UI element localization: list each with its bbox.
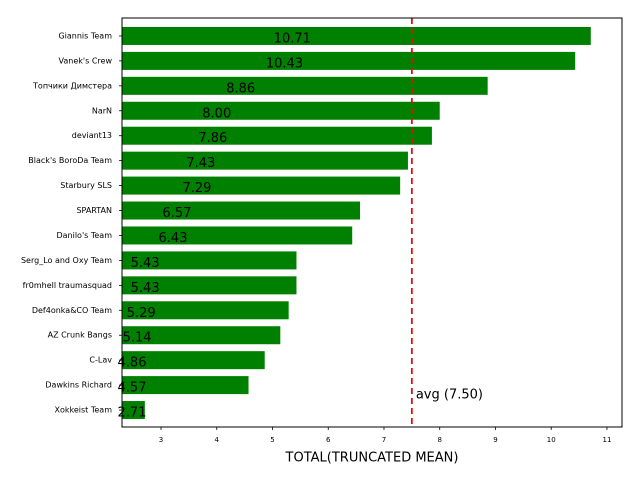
value-label: 10.71 bbox=[274, 31, 311, 46]
bar bbox=[122, 251, 297, 270]
y-tick-label: Giannis Team bbox=[58, 31, 112, 40]
average-label: avg (7.50) bbox=[416, 388, 483, 403]
x-tick-label: 10 bbox=[547, 436, 556, 444]
y-tick-label: Xokkeist Team bbox=[55, 406, 113, 415]
value-label: 5.14 bbox=[123, 331, 152, 346]
value-label: 5.43 bbox=[131, 256, 160, 271]
bar bbox=[122, 376, 249, 395]
y-tick-label: Black's BoroDa Team bbox=[28, 156, 112, 165]
y-tick-label: C-Lav bbox=[89, 356, 112, 365]
value-label: 7.86 bbox=[198, 131, 227, 146]
bar bbox=[122, 26, 591, 45]
value-label: 4.86 bbox=[118, 356, 147, 371]
x-tick-label: 7 bbox=[382, 436, 386, 444]
bar bbox=[122, 101, 440, 120]
x-tick-label: 6 bbox=[326, 436, 331, 444]
x-tick-label: 3 bbox=[159, 436, 163, 444]
bar bbox=[122, 301, 289, 320]
value-label: 2.71 bbox=[118, 406, 147, 421]
value-label: 4.57 bbox=[118, 381, 147, 396]
y-tick-label: Starbury SLS bbox=[60, 181, 112, 190]
bar bbox=[122, 351, 265, 370]
value-label: 7.29 bbox=[182, 181, 211, 196]
y-tick-label: fr0mhell traumasquad bbox=[23, 281, 112, 290]
value-label: 5.43 bbox=[131, 281, 160, 296]
bar bbox=[122, 276, 297, 295]
value-label: 8.86 bbox=[226, 81, 255, 96]
bar bbox=[122, 176, 401, 195]
x-tick-label: 9 bbox=[493, 436, 497, 444]
value-label: 8.00 bbox=[202, 106, 231, 121]
y-tick-label: Dawkins Richard bbox=[45, 381, 112, 390]
y-tick-label: NarN bbox=[92, 106, 112, 115]
x-tick-label: 8 bbox=[437, 436, 441, 444]
bar bbox=[122, 201, 361, 220]
y-tick-label: Serg_Lo and Oxy Team bbox=[21, 256, 112, 265]
bar bbox=[122, 401, 145, 420]
y-tick-label: deviant13 bbox=[72, 131, 112, 140]
y-tick-label: Vanek's Crew bbox=[59, 56, 113, 65]
y-tick-label: Топчики Димстера bbox=[32, 81, 112, 90]
y-tick-label: Danilo's Team bbox=[56, 231, 112, 240]
x-tick-label: 4 bbox=[215, 436, 220, 444]
x-axis-label: TOTAL(TRUNCATED MEAN) bbox=[285, 451, 459, 466]
bar bbox=[122, 226, 353, 245]
value-label: 10.43 bbox=[266, 56, 303, 71]
x-tick-label: 11 bbox=[602, 436, 611, 444]
x-tick-label: 5 bbox=[270, 436, 274, 444]
y-tick-label: SPARTAN bbox=[76, 206, 112, 215]
plot-frame bbox=[121, 17, 623, 428]
bar bbox=[122, 76, 488, 95]
value-label: 5.29 bbox=[127, 306, 156, 321]
y-tick-label: AZ Crunk Bangs bbox=[48, 331, 112, 340]
bar bbox=[122, 51, 576, 70]
value-label: 7.43 bbox=[186, 156, 215, 171]
bar bbox=[122, 151, 408, 170]
value-label: 6.43 bbox=[159, 231, 188, 246]
bar bbox=[122, 326, 281, 345]
y-tick-label: Def4onka&CO Team bbox=[32, 306, 112, 315]
value-label: 6.57 bbox=[162, 206, 191, 221]
bar bbox=[122, 126, 432, 145]
